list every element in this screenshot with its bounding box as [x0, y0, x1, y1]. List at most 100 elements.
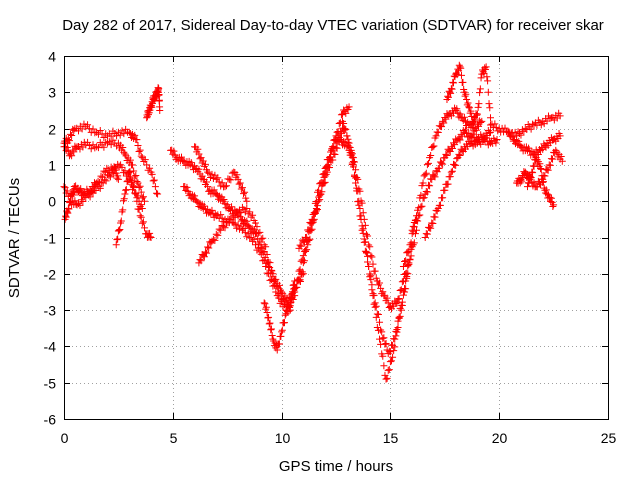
- data-point: [76, 201, 84, 209]
- data-point: [317, 179, 325, 187]
- data-point: [442, 150, 450, 158]
- data-point: [110, 163, 118, 171]
- data-point: [291, 288, 299, 296]
- data-point: [265, 313, 273, 321]
- data-point: [476, 89, 484, 97]
- data-point: [75, 127, 83, 135]
- data-point: [296, 276, 304, 284]
- data-point: [473, 110, 481, 118]
- data-point: [119, 143, 127, 151]
- data-point: [224, 219, 232, 227]
- data-point: [218, 179, 226, 187]
- data-point: [131, 131, 139, 139]
- data-point: [242, 194, 250, 202]
- data-point: [130, 167, 138, 175]
- data-point: [310, 209, 318, 217]
- data-point: [68, 152, 76, 160]
- data-point: [481, 64, 489, 72]
- data-point: [407, 252, 415, 260]
- data-point: [79, 197, 87, 205]
- data-point: [118, 163, 126, 171]
- data-point: [396, 304, 404, 312]
- data-point: [119, 197, 127, 205]
- data-point: [243, 233, 251, 241]
- data-point: [126, 168, 134, 176]
- data-point: [207, 173, 215, 181]
- data-point: [104, 139, 112, 147]
- data-point: [128, 176, 136, 184]
- data-point: [137, 213, 145, 221]
- data-point: [204, 168, 212, 176]
- data-point: [371, 267, 379, 275]
- data-point: [307, 218, 315, 226]
- data-point: [382, 339, 390, 347]
- data-point: [62, 213, 70, 221]
- data-point: [100, 143, 108, 151]
- data-point: [221, 183, 229, 191]
- data-point: [312, 197, 320, 205]
- data-point: [222, 182, 230, 190]
- data-point: [350, 158, 358, 166]
- data-point: [405, 260, 413, 268]
- data-point: [132, 189, 140, 197]
- data-point: [456, 136, 464, 144]
- data-point: [276, 290, 284, 298]
- data-point: [246, 208, 254, 216]
- data-point: [109, 170, 117, 178]
- data-point: [532, 154, 540, 162]
- data-point: [341, 126, 349, 134]
- data-point: [217, 211, 225, 219]
- data-point: [86, 193, 94, 201]
- data-point: [150, 176, 158, 184]
- data-point: [362, 230, 370, 238]
- data-point: [75, 200, 83, 208]
- data-point: [371, 303, 379, 311]
- data-point: [431, 213, 439, 221]
- data-point: [148, 170, 156, 178]
- data-point: [278, 326, 286, 334]
- data-point: [111, 164, 119, 172]
- data-point: [395, 313, 403, 321]
- data-point: [135, 205, 143, 213]
- data-point: [205, 244, 213, 252]
- data-point: [369, 260, 377, 268]
- data-point: [263, 309, 271, 317]
- data-point: [535, 179, 543, 187]
- data-point: [116, 131, 124, 139]
- plot-frame: [64, 56, 609, 420]
- data-point: [118, 127, 126, 135]
- data-point: [536, 160, 544, 168]
- data-point: [376, 335, 384, 343]
- data-point: [65, 205, 73, 213]
- data-point: [98, 173, 106, 181]
- data-point: [249, 211, 257, 219]
- data-point: [410, 223, 418, 231]
- grid: [64, 56, 608, 419]
- data-point: [380, 334, 388, 342]
- data-point: [115, 162, 123, 170]
- data-point: [133, 136, 141, 144]
- data-point: [461, 92, 469, 100]
- data-point: [273, 283, 281, 291]
- data-point: [270, 281, 278, 289]
- data-point: [269, 335, 277, 343]
- data-point: [96, 127, 104, 135]
- data-point: [257, 235, 265, 243]
- data-point: [256, 238, 264, 246]
- data-point: [220, 196, 228, 204]
- data-point: [325, 155, 333, 163]
- data-point: [203, 178, 211, 186]
- data-point: [122, 186, 130, 194]
- data-point: [406, 255, 414, 263]
- data-point: [89, 125, 97, 133]
- data-point: [549, 155, 557, 163]
- data-point: [435, 164, 443, 172]
- data-point: [455, 150, 463, 158]
- data-point: [547, 194, 555, 202]
- data-point: [117, 219, 125, 227]
- data-point: [107, 141, 115, 149]
- data-point: [379, 334, 387, 342]
- series-track-late-a: [486, 109, 564, 140]
- data-point: [511, 128, 519, 136]
- data-point: [78, 125, 86, 133]
